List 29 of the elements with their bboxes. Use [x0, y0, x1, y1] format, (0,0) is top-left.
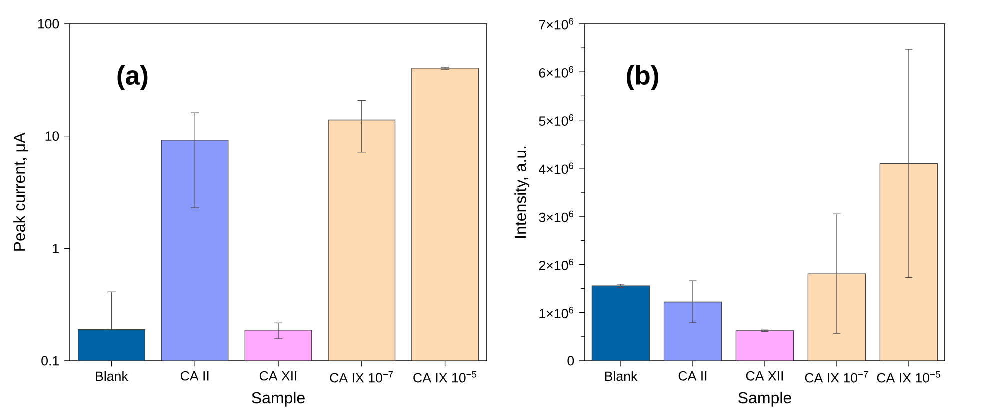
y-tick-label: 1×10$^{6}$ — [540, 307, 574, 319]
x-tick-label: CA XII — [746, 371, 784, 381]
x-tick-label: CA IX 10$^{−5}$ — [414, 371, 477, 383]
y-tick-label: 2×10$^{6}$ — [539, 258, 574, 270]
x-tick-label: CA IX 10$^{−7}$ — [805, 371, 868, 383]
text: (b) — [627, 65, 658, 90]
x-tick-label: CA II — [180, 371, 209, 381]
y-tick-label: 5×10$^{6}$ — [539, 114, 574, 126]
y-tick-label: 7×10$^{6}$ — [539, 18, 574, 30]
x-tick-label: CA IX 10$^{−7}$ — [330, 371, 394, 383]
y-tick-label: 3×10$^{6}$ — [539, 210, 574, 222]
text: (a) — [118, 65, 148, 90]
x-axis-title: Sample — [252, 392, 305, 407]
y-tick-label: 10 — [46, 132, 60, 142]
x-tick-label: Blank — [605, 371, 638, 382]
y-tick-label: 0.1 — [42, 356, 59, 366]
y-tick-label: 100 — [38, 19, 60, 29]
y-tick-label: 6×10$^{6}$ — [539, 66, 574, 78]
bar — [592, 286, 650, 361]
y-tick-label: 1 — [53, 244, 59, 254]
x-axis-title: Sample — [738, 392, 792, 407]
x-tick-label: Blank — [96, 371, 128, 382]
x-tick-label: CA II — [678, 371, 707, 381]
x-tick-label: CA XII — [260, 371, 297, 381]
y-axis-title: Intensity, a.u. — [514, 146, 530, 238]
y-tick-label: 4×10$^{6}$ — [539, 162, 574, 174]
y-tick-label: 0 — [568, 356, 574, 366]
y-axis-title: Peak current, μA — [14, 132, 28, 251]
x-tick-label: CA IX 10$^{−5}$ — [877, 371, 940, 383]
